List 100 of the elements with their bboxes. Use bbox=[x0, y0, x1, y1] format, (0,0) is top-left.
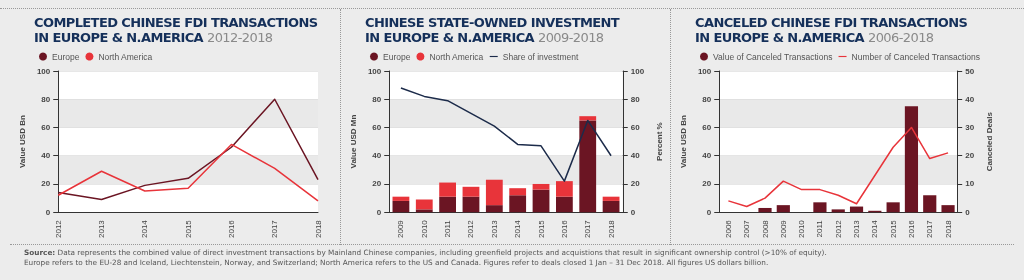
x-tick-label: 2013 bbox=[489, 219, 499, 238]
chart-subtitle: 2012-2018 bbox=[207, 30, 273, 45]
legend-label: North America bbox=[429, 51, 484, 62]
x-tick-label: 2017 bbox=[583, 219, 593, 238]
y-tick-label: 40 bbox=[372, 151, 382, 161]
bar bbox=[602, 200, 620, 213]
bar bbox=[485, 179, 503, 206]
bar bbox=[415, 199, 433, 210]
x-tick-label: 2018 bbox=[606, 219, 616, 238]
y2-tick-label: 0 bbox=[630, 207, 636, 217]
legend-label: Number of Canceled Transactions bbox=[851, 51, 981, 62]
bar bbox=[509, 195, 527, 213]
x-tick-label: 2006 bbox=[723, 219, 733, 238]
bar bbox=[555, 181, 573, 197]
y-tick-label: 80 bbox=[41, 94, 51, 104]
y-tick-label: 80 bbox=[702, 94, 712, 104]
bar bbox=[509, 188, 527, 196]
legend-label: North America bbox=[98, 51, 153, 62]
x-tick-label: 2009 bbox=[778, 219, 788, 238]
bar bbox=[579, 120, 597, 213]
x-tick-label: 2014 bbox=[513, 219, 523, 238]
x-tick-label: 2013 bbox=[852, 219, 862, 238]
legend-label: Europe bbox=[383, 51, 411, 62]
x-tick-label: 2011 bbox=[443, 219, 453, 238]
y-axis-title: Value USD Bn bbox=[678, 115, 688, 169]
x-tick-label: 2010 bbox=[797, 219, 807, 238]
bar bbox=[462, 186, 480, 197]
bar bbox=[392, 196, 410, 201]
x-tick-label: 2016 bbox=[559, 219, 569, 238]
bar bbox=[813, 202, 827, 213]
x-tick-label: 2014 bbox=[870, 219, 880, 238]
y-tick-label: 0 bbox=[706, 207, 712, 217]
x-tick-label: 2016 bbox=[226, 219, 236, 238]
y-tick-label: 0 bbox=[45, 207, 51, 217]
x-tick-label: 2017 bbox=[270, 219, 280, 238]
line-series bbox=[400, 87, 612, 182]
legend-label: Europe bbox=[52, 51, 80, 62]
x-tick-label: 2013 bbox=[97, 219, 107, 238]
bar bbox=[904, 106, 919, 213]
bar bbox=[532, 183, 550, 190]
y2-tick-label: 50 bbox=[965, 66, 975, 76]
x-tick-label: 2018 bbox=[943, 219, 953, 238]
y2-tick-label: 60 bbox=[630, 122, 641, 132]
y-tick-label: 60 bbox=[372, 122, 382, 132]
chart-subtitle: 2009-2018 bbox=[538, 30, 604, 45]
x-tick-label: 2007 bbox=[742, 219, 752, 238]
y-tick-label: 20 bbox=[41, 179, 51, 189]
y2-tick-label: 40 bbox=[965, 94, 975, 104]
bar bbox=[579, 116, 597, 121]
bar bbox=[439, 182, 457, 197]
x-tick-label: 2012 bbox=[466, 219, 476, 238]
bar bbox=[602, 196, 620, 201]
legend-label: Share of investment bbox=[502, 51, 579, 62]
bar bbox=[923, 195, 937, 213]
y-tick-label: 100 bbox=[697, 66, 712, 76]
y2-tick-label: 40 bbox=[630, 151, 641, 161]
x-tick-label: 2012 bbox=[53, 219, 63, 238]
y2-axis-title: Canceled Deals bbox=[984, 111, 994, 172]
x-tick-label: 2017 bbox=[925, 219, 935, 238]
y-tick-label: 80 bbox=[372, 94, 382, 104]
x-tick-label: 2015 bbox=[888, 219, 898, 238]
x-tick-label: 2015 bbox=[536, 219, 546, 238]
y2-tick-label: 30 bbox=[965, 122, 975, 132]
chart-subtitle: 2006-2018 bbox=[868, 30, 934, 45]
y-tick-label: 20 bbox=[702, 179, 712, 189]
bar bbox=[941, 205, 955, 213]
x-tick-label: 2015 bbox=[183, 219, 193, 238]
y2-tick-label: 80 bbox=[630, 94, 641, 104]
x-tick-label: 2012 bbox=[833, 219, 843, 238]
bar bbox=[776, 205, 790, 213]
bar bbox=[831, 209, 845, 213]
x-tick-label: 2016 bbox=[906, 219, 916, 238]
line-series bbox=[57, 98, 319, 201]
y-tick-label: 0 bbox=[376, 207, 382, 217]
bar bbox=[462, 196, 480, 213]
bar bbox=[392, 200, 410, 213]
y-tick-label: 40 bbox=[702, 151, 712, 161]
y2-tick-label: 20 bbox=[965, 151, 975, 161]
bar bbox=[485, 205, 503, 213]
y-tick-label: 20 bbox=[372, 179, 382, 189]
x-tick-label: 2018 bbox=[313, 219, 323, 238]
x-tick-label: 2009 bbox=[396, 219, 406, 238]
y2-tick-label: 0 bbox=[965, 207, 971, 217]
x-tick-label: 2014 bbox=[140, 219, 150, 238]
bar bbox=[555, 196, 573, 213]
y-tick-label: 40 bbox=[41, 151, 51, 161]
y-tick-label: 60 bbox=[41, 122, 51, 132]
y2-tick-label: 20 bbox=[630, 179, 641, 189]
bar bbox=[886, 202, 900, 213]
y-axis-title: Value USD Bn bbox=[17, 115, 27, 169]
bar bbox=[439, 196, 457, 213]
y-axis-title: Value USD Mn bbox=[348, 114, 358, 169]
y2-tick-label: 100 bbox=[630, 66, 645, 76]
y-tick-label: 60 bbox=[702, 122, 712, 132]
legend-label: Value of Canceled Transactions bbox=[713, 51, 833, 62]
x-tick-label: 2008 bbox=[760, 219, 770, 238]
x-tick-label: 2010 bbox=[419, 219, 429, 238]
bar bbox=[532, 189, 550, 213]
line-series bbox=[727, 126, 949, 208]
y-tick-label: 100 bbox=[36, 66, 51, 76]
